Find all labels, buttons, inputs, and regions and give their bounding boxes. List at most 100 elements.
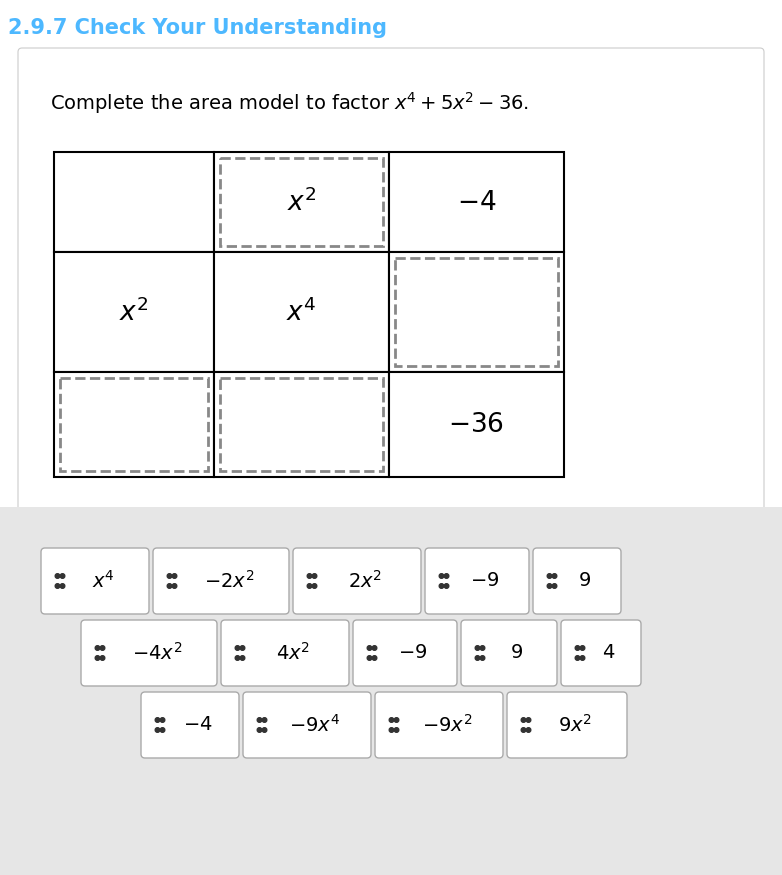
FancyBboxPatch shape	[141, 692, 239, 758]
Circle shape	[394, 728, 399, 732]
Bar	[395, 258, 558, 366]
Circle shape	[444, 574, 449, 578]
Text: $-4$: $-4$	[457, 190, 497, 214]
Circle shape	[552, 584, 557, 588]
Circle shape	[235, 655, 240, 661]
Circle shape	[521, 718, 526, 722]
FancyBboxPatch shape	[561, 620, 641, 686]
Circle shape	[368, 646, 371, 650]
FancyBboxPatch shape	[507, 692, 627, 758]
Text: $9x^2$: $9x^2$	[558, 714, 592, 736]
Circle shape	[172, 574, 177, 578]
Circle shape	[172, 584, 177, 588]
Bar	[220, 378, 383, 471]
Text: $-2x^2$: $-2x^2$	[204, 570, 254, 592]
Bar	[54, 152, 214, 252]
FancyBboxPatch shape	[461, 620, 557, 686]
Circle shape	[262, 728, 267, 732]
Bar	[54, 252, 214, 372]
Circle shape	[167, 574, 172, 578]
Circle shape	[576, 655, 579, 661]
Circle shape	[521, 728, 526, 732]
Circle shape	[307, 584, 312, 588]
Circle shape	[526, 718, 531, 722]
Circle shape	[480, 655, 485, 661]
FancyBboxPatch shape	[153, 548, 289, 614]
FancyBboxPatch shape	[533, 548, 621, 614]
Circle shape	[547, 584, 552, 588]
FancyBboxPatch shape	[353, 620, 457, 686]
Circle shape	[262, 718, 267, 722]
Text: $-36$: $-36$	[449, 412, 504, 437]
Bar	[220, 158, 383, 246]
Circle shape	[480, 646, 485, 650]
Circle shape	[368, 655, 371, 661]
Circle shape	[240, 646, 245, 650]
FancyBboxPatch shape	[293, 548, 421, 614]
Bar	[214, 252, 389, 372]
Text: $-9x^4$: $-9x^4$	[289, 714, 340, 736]
Text: $9$: $9$	[579, 572, 591, 590]
Circle shape	[95, 646, 100, 650]
Circle shape	[257, 718, 262, 722]
Circle shape	[312, 584, 317, 588]
Circle shape	[389, 728, 394, 732]
Text: Complete the area model to factor $x^4 + 5x^2 - 36$.: Complete the area model to factor $x^4 +…	[50, 90, 529, 116]
Text: $-4$: $-4$	[183, 716, 213, 734]
Bar	[60, 378, 208, 471]
Circle shape	[576, 646, 579, 650]
FancyBboxPatch shape	[221, 620, 349, 686]
Text: $4$: $4$	[602, 644, 615, 662]
Circle shape	[60, 584, 65, 588]
Circle shape	[100, 655, 105, 661]
Circle shape	[60, 574, 65, 578]
FancyBboxPatch shape	[425, 548, 529, 614]
Circle shape	[167, 584, 172, 588]
Circle shape	[389, 718, 394, 722]
Circle shape	[312, 574, 317, 578]
FancyBboxPatch shape	[81, 620, 217, 686]
Text: $x^2$: $x^2$	[287, 188, 316, 216]
Circle shape	[160, 718, 165, 722]
Text: $x^2$: $x^2$	[119, 298, 149, 326]
Text: $-9$: $-9$	[470, 572, 500, 590]
Circle shape	[372, 646, 377, 650]
Circle shape	[394, 718, 399, 722]
Circle shape	[444, 584, 449, 588]
FancyBboxPatch shape	[243, 692, 371, 758]
Text: $9$: $9$	[511, 644, 523, 662]
Circle shape	[526, 728, 531, 732]
Circle shape	[155, 728, 160, 732]
Circle shape	[439, 584, 444, 588]
Bar	[214, 372, 389, 477]
Bar	[389, 152, 564, 252]
Circle shape	[580, 646, 585, 650]
Circle shape	[240, 655, 245, 661]
Circle shape	[160, 728, 165, 732]
Circle shape	[56, 584, 59, 588]
Circle shape	[372, 655, 377, 661]
Circle shape	[307, 574, 312, 578]
Bar	[0, 507, 782, 875]
Bar	[389, 372, 564, 477]
Circle shape	[439, 574, 444, 578]
FancyBboxPatch shape	[375, 692, 503, 758]
Circle shape	[475, 655, 480, 661]
Circle shape	[56, 574, 59, 578]
Circle shape	[547, 574, 552, 578]
Text: $x^4$: $x^4$	[286, 298, 317, 326]
Text: $-9$: $-9$	[398, 644, 428, 662]
Bar	[54, 372, 214, 477]
Bar	[214, 152, 389, 252]
Text: 2.9.7 Check Your Understanding: 2.9.7 Check Your Understanding	[8, 18, 387, 38]
Circle shape	[95, 655, 100, 661]
Text: $4x^2$: $4x^2$	[276, 642, 310, 664]
Text: $2x^2$: $2x^2$	[348, 570, 382, 592]
Circle shape	[100, 646, 105, 650]
FancyBboxPatch shape	[18, 48, 764, 511]
Bar	[389, 252, 564, 372]
Text: $x^4$: $x^4$	[91, 570, 114, 592]
Circle shape	[257, 728, 262, 732]
FancyBboxPatch shape	[41, 548, 149, 614]
Circle shape	[475, 646, 480, 650]
